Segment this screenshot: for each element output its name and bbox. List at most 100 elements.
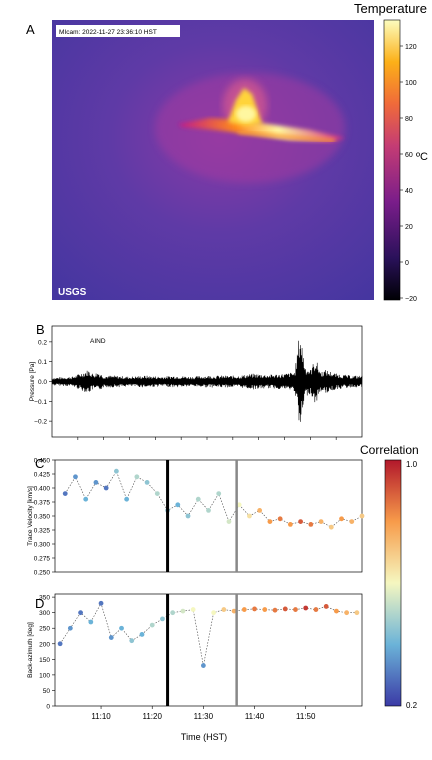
ytick-label: 50 (43, 688, 51, 695)
data-point (170, 610, 176, 616)
data-point (257, 508, 263, 513)
panel-b-ytick-label: 0.1 (38, 359, 47, 366)
panel-b-label: B (36, 322, 45, 337)
data-point (287, 522, 293, 527)
data-point (221, 607, 227, 612)
data-point (282, 606, 288, 612)
panel-b-ytick-label: −0.2 (34, 419, 47, 426)
data-point (354, 610, 360, 616)
data-point (134, 474, 140, 480)
data-point (103, 485, 109, 491)
panel-b-ytick-label: −0.1 (34, 399, 47, 406)
panel-frame (54, 459, 363, 573)
correlation-tick-min: 0.2 (406, 701, 418, 710)
data-point (206, 508, 211, 513)
data-point (328, 524, 334, 530)
ytick-label: 0.450 (34, 458, 51, 465)
correlation-colorbar (384, 459, 402, 707)
data-point (139, 632, 145, 637)
ytick-label: 350 (39, 595, 50, 602)
ytick-label: 0.275 (34, 556, 51, 563)
data-point (339, 516, 344, 522)
lava-flow (178, 118, 345, 142)
data-point (277, 516, 283, 522)
data-point (119, 625, 124, 631)
ylabel: Trace Velocity [km/s] (27, 486, 34, 546)
data-point (247, 513, 252, 519)
ytick-label: 300 (39, 610, 50, 617)
panel-b-plot: 0.2 0.1 0.0 −0.1 −0.2 Pressure [Pa] AIND (29, 325, 363, 440)
data-point (129, 638, 135, 644)
data-point (241, 607, 247, 612)
data-point (318, 519, 324, 524)
data-point (78, 610, 83, 616)
panel-frame (54, 593, 363, 707)
data-point (252, 606, 257, 612)
data-point (88, 619, 94, 625)
panel-c-label: C (35, 456, 44, 471)
temperature-unit: ºC (416, 151, 428, 163)
ytick-label: 100 (39, 672, 50, 679)
xtick-label: 11:40 (245, 712, 265, 721)
correlation-title: Correlation (360, 443, 419, 457)
ytick-label: 0 (46, 704, 50, 711)
xtick-label: 11:30 (194, 712, 214, 721)
data-point (190, 607, 196, 612)
panel-b-ylabel: Pressure [Pa] (29, 362, 36, 402)
data-point (195, 496, 201, 502)
panel-d-plot: 350 300 250 200 150 100 50 0 Back-azimuth [deg] 1… (27, 593, 363, 721)
data-point (160, 616, 165, 622)
panel-b-ytick-label: 0.0 (38, 379, 47, 386)
temperature-tick-label: 60 (405, 152, 413, 159)
timestamp: MIcam: 2022-11-27 23:36:10 HST (59, 29, 157, 36)
data-point (124, 496, 130, 502)
temperature-title: Temperature (354, 1, 427, 16)
data-point (154, 491, 160, 496)
data-point (323, 604, 329, 609)
data-point (262, 607, 268, 612)
xtick-label: 11:50 (296, 712, 316, 721)
panel-d-label: D (35, 596, 44, 611)
data-point (114, 468, 119, 474)
data-point (359, 513, 365, 519)
temperature-tick-label: 120 (405, 44, 417, 51)
data-point (308, 522, 314, 527)
data-point (226, 519, 232, 524)
ylabel: Back-azimuth [deg] (27, 622, 34, 678)
ytick-label: 0.300 (34, 542, 51, 549)
correlation-tick-max: 1.0 (406, 460, 418, 469)
data-point (93, 480, 99, 485)
data-point (67, 625, 73, 631)
data-point (211, 610, 217, 616)
ytick-label: 0.350 (34, 514, 51, 521)
data-point (236, 502, 242, 508)
thermal-image (52, 20, 374, 300)
panel-c-plot: 0.450 0.425 0.400 0.375 0.350 0.325 0.300 0.275… (27, 458, 365, 577)
ytick-label: 250 (39, 626, 50, 633)
ytick-label: 200 (39, 641, 50, 648)
x-axis-label: Time (HST) (181, 732, 227, 742)
temperature-tick-label: −20 (405, 296, 417, 303)
data-point (313, 607, 319, 612)
xtick-label: 11:10 (91, 712, 111, 721)
data-point (272, 607, 278, 613)
data-point (73, 474, 78, 480)
data-point (144, 480, 150, 485)
ytick-label: 0.375 (34, 500, 51, 507)
temperature-ticks: 120 100 80 60 40 20 0 −20 (400, 44, 417, 303)
ytick-label: 150 (39, 657, 50, 664)
data-point (298, 519, 303, 524)
ytick-label: 0.425 (34, 472, 51, 479)
temperature-tick-label: 20 (405, 224, 413, 231)
data-point (62, 491, 68, 496)
usgs-logo: USGS (58, 287, 87, 298)
data-point (334, 608, 339, 614)
data-point (149, 622, 155, 628)
data-point (175, 502, 181, 508)
temperature-tick-label: 80 (405, 116, 413, 123)
data-point (349, 519, 355, 524)
panel-a-label: A (26, 22, 35, 37)
data-point (180, 608, 186, 614)
data-point (57, 641, 63, 647)
